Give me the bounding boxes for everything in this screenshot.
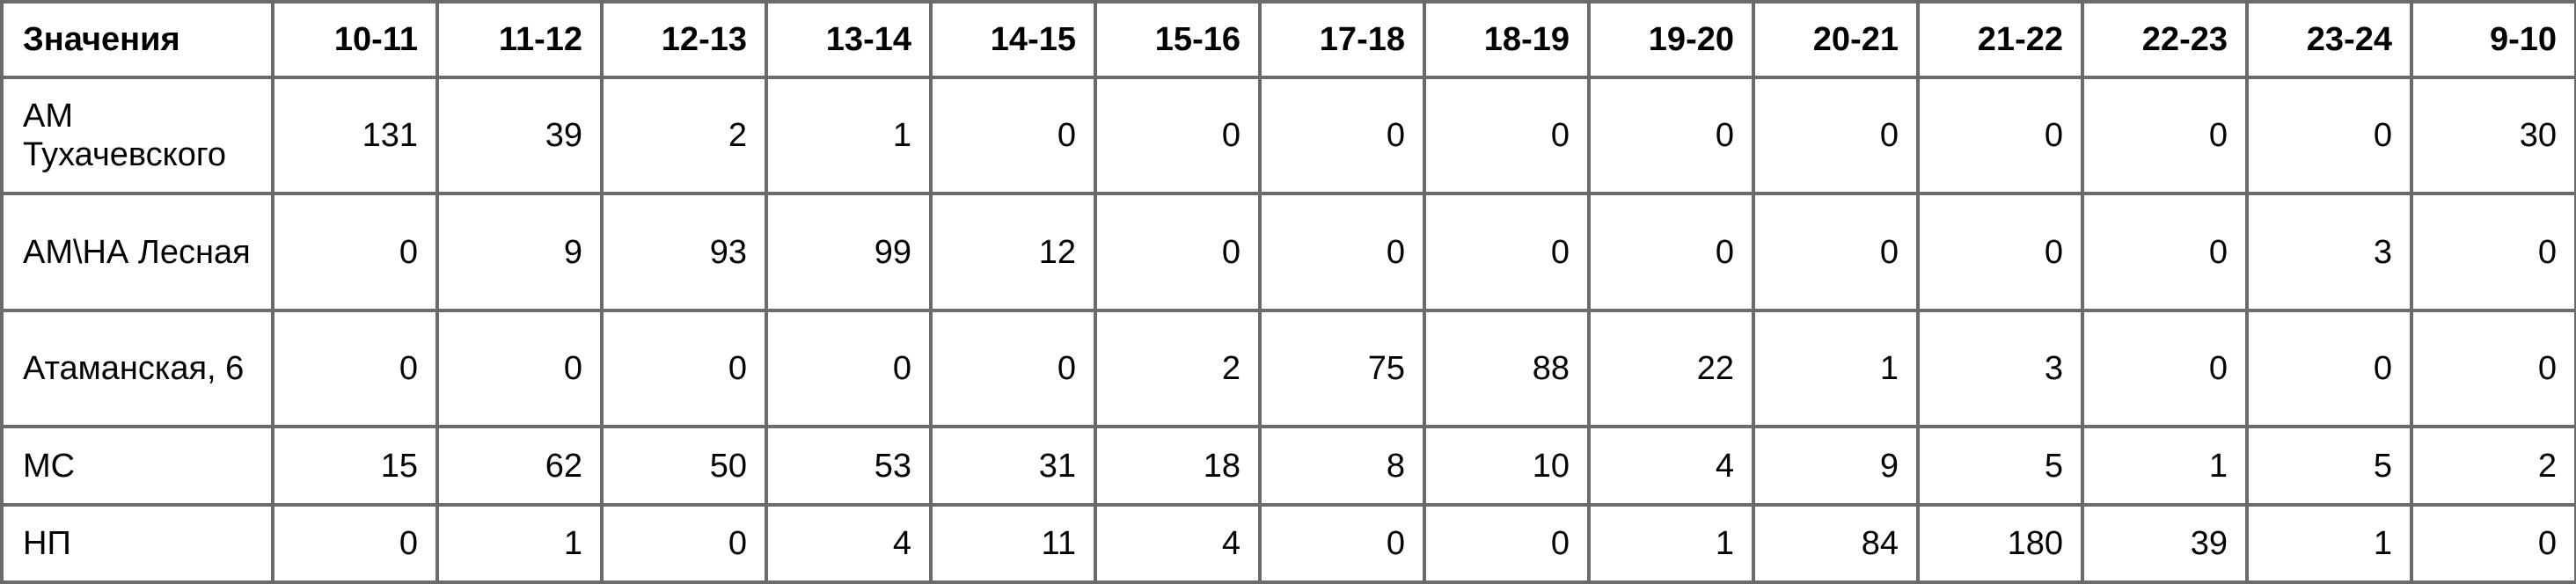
table-cell: 0 [1587, 75, 1755, 196]
table-cell: 88 [1423, 308, 1591, 429]
table-cell: 180 [1916, 502, 2084, 584]
table-cell: 11 [929, 502, 1097, 584]
table-cell: 84 [1752, 502, 1920, 584]
table-cell: 0 [1094, 75, 1262, 196]
column-header: 18-19 [1423, 0, 1591, 79]
table-cell: 0 [2245, 308, 2413, 429]
table-cell: 2 [2410, 425, 2576, 507]
table-cell: 2 [600, 75, 768, 196]
table-cell: 0 [1094, 192, 1262, 312]
column-header: 11-12 [435, 0, 604, 79]
table-cell: 39 [2081, 502, 2249, 584]
column-header: 10-11 [271, 0, 439, 79]
table-cell: 99 [765, 192, 933, 312]
table-cell: 1 [2081, 425, 2249, 507]
corner-header: Значения [0, 0, 274, 79]
table-cell: 0 [1258, 192, 1426, 312]
column-header: 20-21 [1752, 0, 1920, 79]
table-cell: 50 [600, 425, 768, 507]
table-cell: 5 [1916, 425, 2084, 507]
table-cell: 0 [2410, 192, 2576, 312]
table-cell: 4 [765, 502, 933, 584]
table-cell: 5 [2245, 425, 2413, 507]
column-header: 23-24 [2245, 0, 2413, 79]
column-header: 12-13 [600, 0, 768, 79]
table-cell: 2 [1094, 308, 1262, 429]
table-cell: 3 [1916, 308, 2084, 429]
table-cell: 0 [1423, 75, 1591, 196]
column-header: 22-23 [2081, 0, 2249, 79]
table-cell: 30 [2410, 75, 2576, 196]
table-cell: 0 [1423, 502, 1591, 584]
table-cell: 0 [1258, 502, 1426, 584]
column-header: 13-14 [765, 0, 933, 79]
row-label: Атаманская, 6 [0, 308, 274, 429]
table-cell: 39 [435, 75, 604, 196]
table-cell: 0 [2245, 75, 2413, 196]
table-cell: 0 [600, 502, 768, 584]
table-cell: 93 [600, 192, 768, 312]
table-cell: 1 [765, 75, 933, 196]
table-cell: 4 [1094, 502, 1262, 584]
table-cell: 0 [271, 502, 439, 584]
row-label: МС [0, 425, 274, 507]
table-cell: 131 [271, 75, 439, 196]
table-cell: 9 [1752, 425, 1920, 507]
table-cell: 18 [1094, 425, 1262, 507]
table-cell: 1 [2245, 502, 2413, 584]
table-cell: 8 [1258, 425, 1426, 507]
table-cell: 0 [2410, 502, 2576, 584]
table-cell: 0 [929, 75, 1097, 196]
table-cell: 1 [435, 502, 604, 584]
table-cell: 0 [1423, 192, 1591, 312]
row-label: АМ Тухачевского [0, 75, 274, 196]
column-header: 9-10 [2410, 0, 2576, 79]
table-cell: 22 [1587, 308, 1755, 429]
table-cell: 1 [1587, 502, 1755, 584]
table-cell: 9 [435, 192, 604, 312]
table-cell: 1 [1752, 308, 1920, 429]
table-cell: 0 [1752, 192, 1920, 312]
column-header: 15-16 [1094, 0, 1262, 79]
table-row: АМ\НА Лесная 0 9 93 99 12 0 0 0 0 0 0 0 … [0, 192, 2576, 312]
table-cell: 0 [1587, 192, 1755, 312]
table-cell: 0 [1916, 192, 2084, 312]
table-cell: 31 [929, 425, 1097, 507]
row-label: НП [0, 502, 274, 584]
table-row: НП 0 1 0 4 11 4 0 0 1 84 180 39 1 0 [0, 502, 2576, 584]
table-cell: 10 [1423, 425, 1591, 507]
table-cell: 4 [1587, 425, 1755, 507]
table-cell: 53 [765, 425, 933, 507]
table-cell: 0 [435, 308, 604, 429]
table-row: Атаманская, 6 0 0 0 0 0 2 75 88 22 1 3 0… [0, 308, 2576, 429]
column-header: 14-15 [929, 0, 1097, 79]
table-cell: 0 [929, 308, 1097, 429]
column-header: 21-22 [1916, 0, 2084, 79]
row-label: АМ\НА Лесная [0, 192, 274, 312]
table-cell: 0 [1916, 75, 2084, 196]
table-cell: 75 [1258, 308, 1426, 429]
table-cell: 0 [2410, 308, 2576, 429]
header-row: Значения 10-11 11-12 12-13 13-14 14-15 1… [0, 0, 2576, 79]
table-cell: 3 [2245, 192, 2413, 312]
table-cell: 0 [2081, 75, 2249, 196]
table-cell: 0 [271, 192, 439, 312]
table-cell: 0 [2081, 192, 2249, 312]
table-cell: 15 [271, 425, 439, 507]
table-cell: 0 [1752, 75, 1920, 196]
table-row: МС 15 62 50 53 31 18 8 10 4 9 5 1 5 2 [0, 425, 2576, 507]
column-header: 17-18 [1258, 0, 1426, 79]
table-cell: 62 [435, 425, 604, 507]
table-cell: 0 [765, 308, 933, 429]
table-cell: 0 [600, 308, 768, 429]
table-cell: 0 [1258, 75, 1426, 196]
table-row: АМ Тухачевского 131 39 2 1 0 0 0 0 0 0 0… [0, 75, 2576, 196]
table-cell: 12 [929, 192, 1097, 312]
column-header: 19-20 [1587, 0, 1755, 79]
table-cell: 0 [2081, 308, 2249, 429]
table-cell: 0 [271, 308, 439, 429]
